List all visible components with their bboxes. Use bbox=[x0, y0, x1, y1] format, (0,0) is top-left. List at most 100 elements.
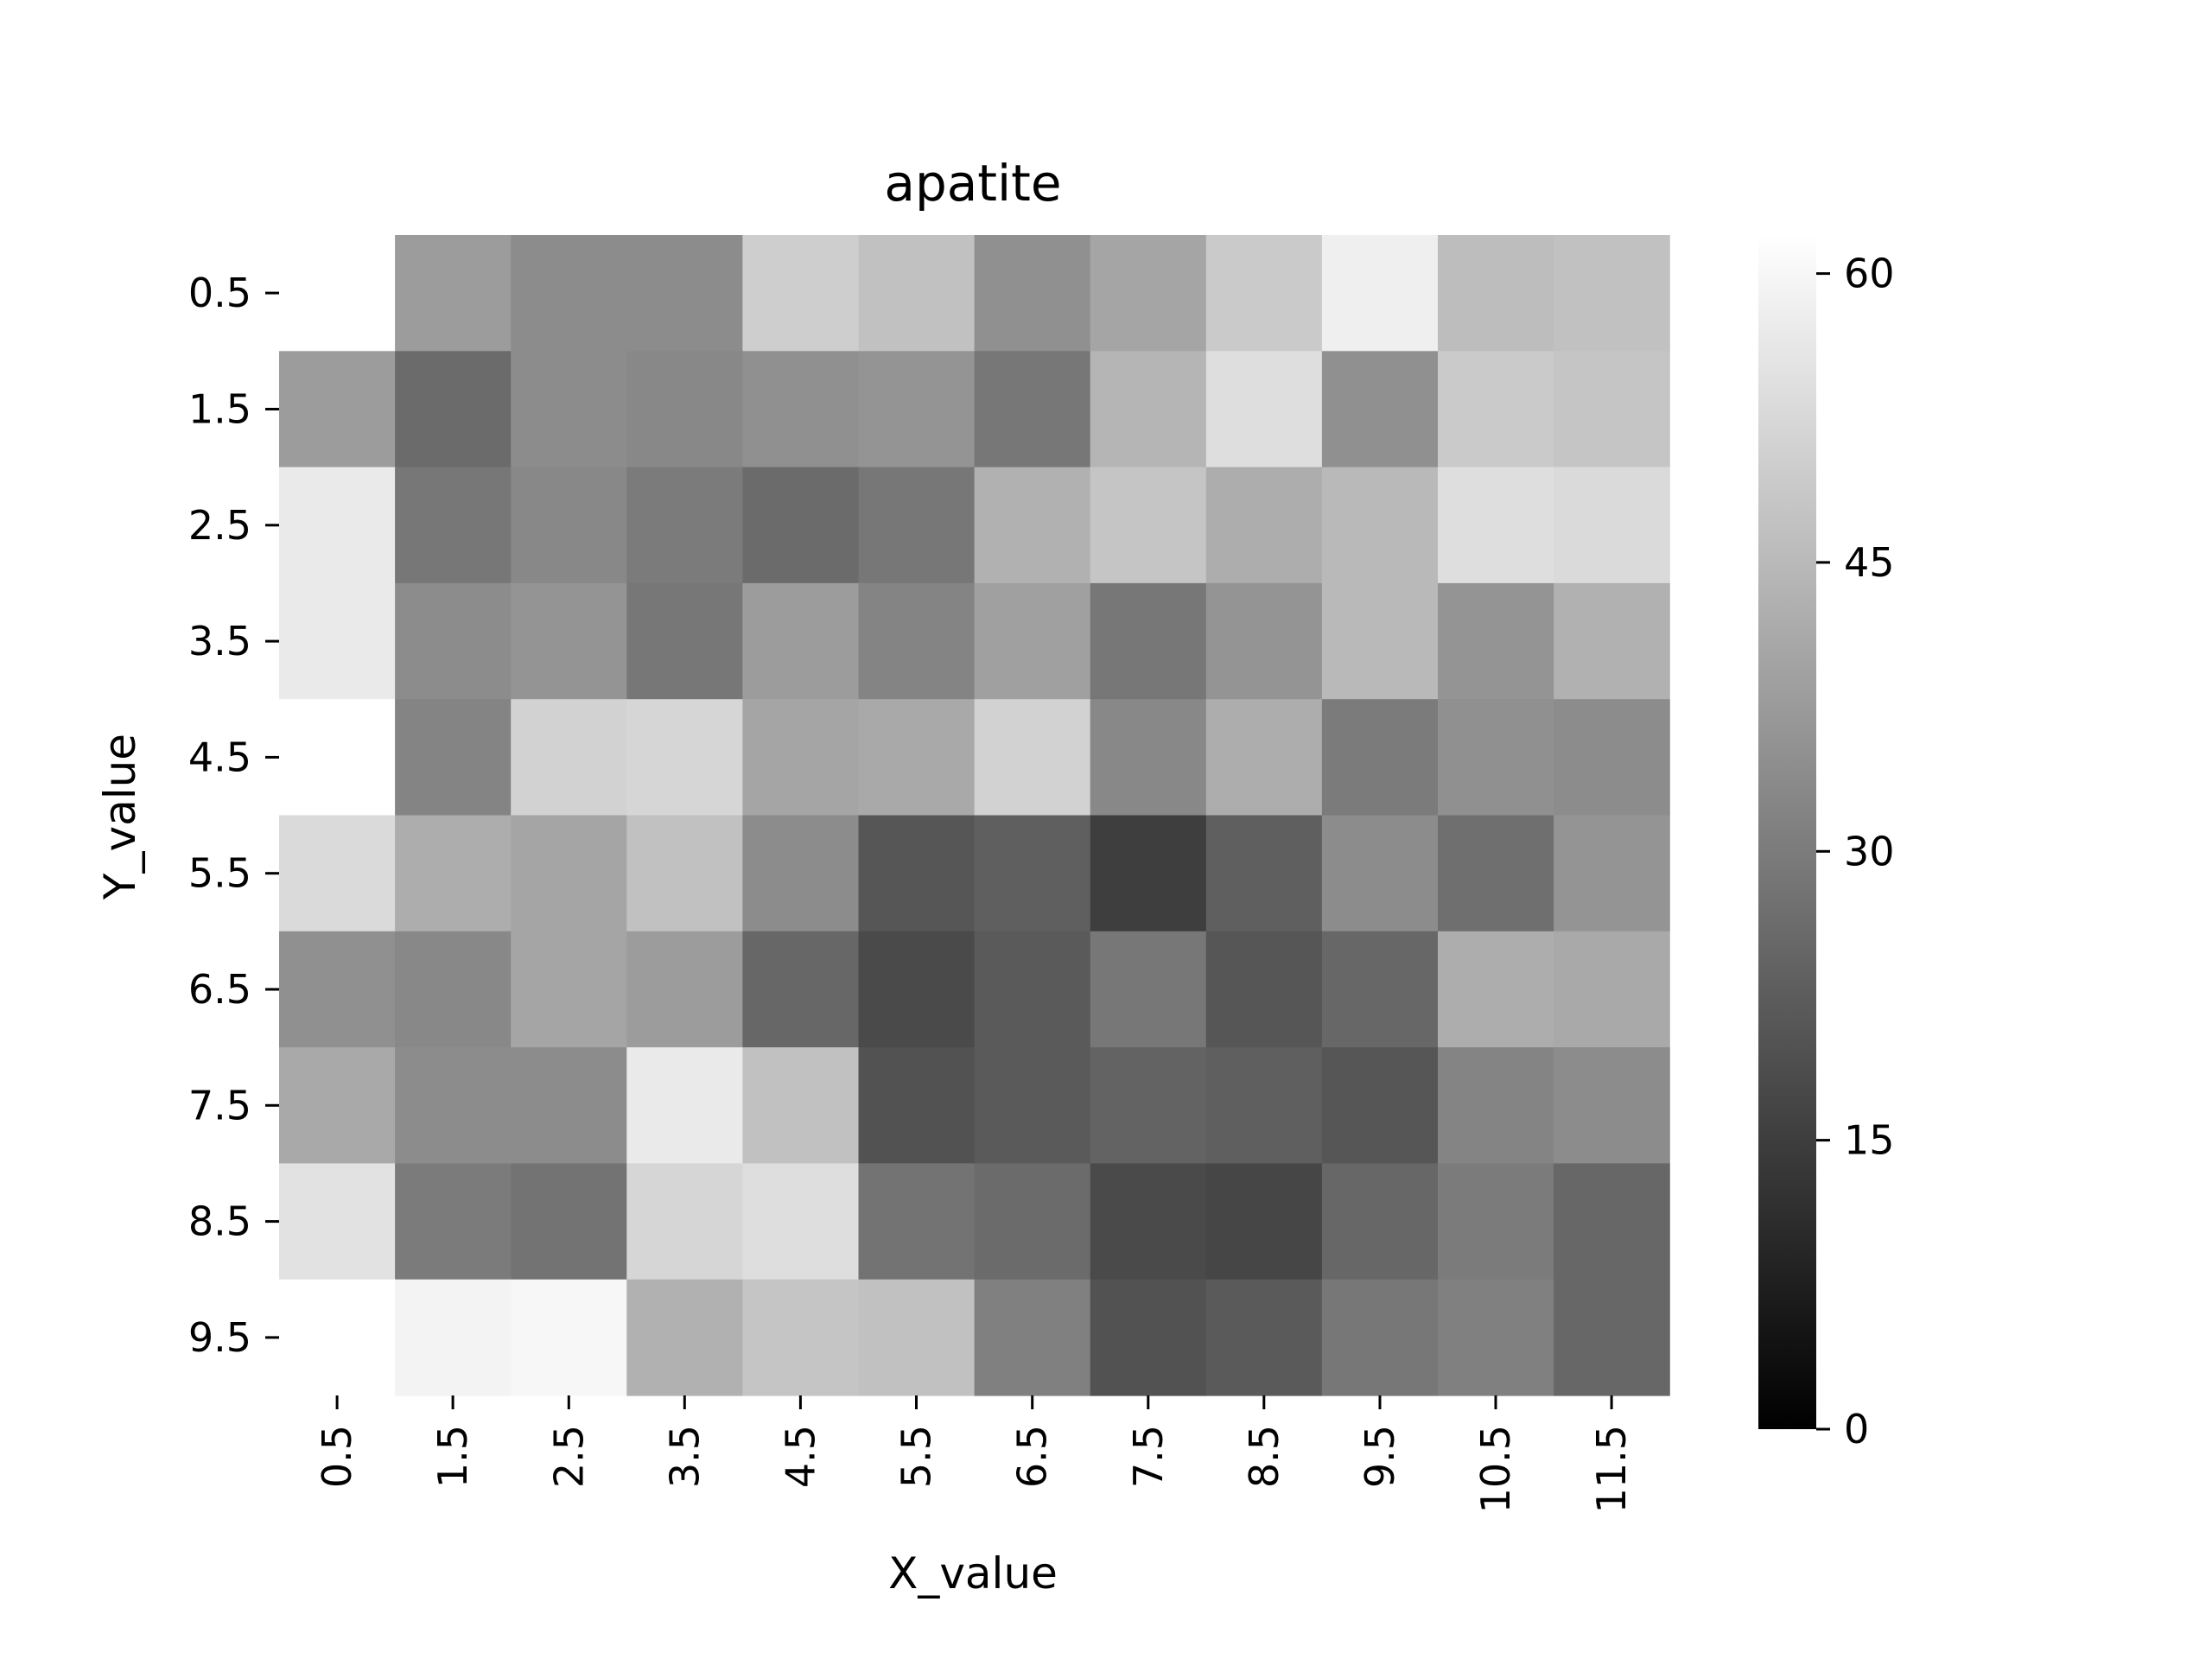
heatmap-cell-r5-c5 bbox=[858, 815, 976, 932]
heatmap-cell-r4-c3 bbox=[626, 699, 743, 817]
heatmap-cell-r4-c4 bbox=[742, 699, 860, 817]
heatmap-cell-r3-c4 bbox=[742, 582, 860, 700]
heatmap-cell-r5-c3 bbox=[626, 815, 743, 932]
heatmap-cell-r1-c1 bbox=[395, 351, 512, 468]
heatmap-cell-r9-c9 bbox=[1321, 1279, 1439, 1396]
x-axis-label: X_value bbox=[888, 1548, 1058, 1599]
heatmap-cell-r0-c10 bbox=[1438, 235, 1554, 352]
heatmap-cell-r8-c0 bbox=[279, 1163, 396, 1281]
x-tick-label: 6.5 bbox=[1009, 1425, 1056, 1488]
heatmap-cell-r8-c10 bbox=[1438, 1163, 1554, 1281]
heatmap-cell-r0-c7 bbox=[1090, 235, 1207, 352]
heatmap-cell-r6-c11 bbox=[1554, 931, 1670, 1048]
heatmap-cell-r7-c2 bbox=[511, 1047, 627, 1164]
heatmap-cell-r2-c2 bbox=[511, 467, 627, 584]
heatmap-cell-r7-c1 bbox=[395, 1047, 512, 1164]
heatmap-cell-r2-c7 bbox=[1090, 467, 1207, 584]
y-tick-label: 3.5 bbox=[188, 618, 251, 664]
colorbar-tick-label: 60 bbox=[1844, 251, 1895, 297]
heatmap-cell-r7-c3 bbox=[626, 1047, 743, 1164]
heatmap-cell-r4-c8 bbox=[1205, 699, 1323, 817]
heatmap-cell-r6-c7 bbox=[1090, 931, 1207, 1048]
heatmap-cell-r9-c5 bbox=[858, 1279, 976, 1396]
heatmap-cell-r3-c5 bbox=[858, 582, 976, 700]
heatmap-cell-r4-c7 bbox=[1090, 699, 1207, 817]
heatmap-cell-r1-c4 bbox=[742, 351, 860, 468]
heatmap-cell-r8-c11 bbox=[1554, 1163, 1670, 1281]
heatmap-cell-r9-c3 bbox=[626, 1279, 743, 1396]
heatmap-cell-r8-c4 bbox=[742, 1163, 860, 1281]
heatmap-cell-r0-c0 bbox=[279, 235, 396, 352]
y-tick-label: 8.5 bbox=[188, 1198, 251, 1245]
heatmap-cell-r5-c4 bbox=[742, 815, 860, 932]
chart-title: apatite bbox=[884, 154, 1061, 213]
heatmap-cell-r0-c3 bbox=[626, 235, 743, 352]
heatmap-cell-r0-c1 bbox=[395, 235, 512, 352]
colorbar-gradient bbox=[1758, 235, 1816, 1429]
heatmap-cell-r7-c11 bbox=[1554, 1047, 1670, 1164]
heatmap-cell-r8-c1 bbox=[395, 1163, 512, 1281]
colorbar-tick-label: 0 bbox=[1844, 1406, 1869, 1452]
heatmap-cell-r8-c3 bbox=[626, 1163, 743, 1281]
heatmap-cell-r4-c11 bbox=[1554, 699, 1670, 817]
heatmap-cell-r3-c11 bbox=[1554, 582, 1670, 700]
heatmap-cell-r3-c9 bbox=[1321, 582, 1439, 700]
heatmap-cell-r4-c1 bbox=[395, 699, 512, 817]
heatmap-cell-r0-c2 bbox=[511, 235, 627, 352]
heatmap-cell-r4-c9 bbox=[1321, 699, 1439, 817]
x-tick-label: 10.5 bbox=[1472, 1425, 1519, 1513]
heatmap-cell-r3-c10 bbox=[1438, 582, 1554, 700]
y-tick-label: 0.5 bbox=[188, 270, 251, 316]
heatmap-cell-r4-c10 bbox=[1438, 699, 1554, 817]
y-tick-label: 9.5 bbox=[188, 1314, 251, 1361]
heatmap-cell-r9-c4 bbox=[742, 1279, 860, 1396]
x-tick-label: 3.5 bbox=[661, 1425, 708, 1488]
heatmap-cell-r9-c0 bbox=[279, 1279, 396, 1396]
heatmap-cell-r6-c4 bbox=[742, 931, 860, 1048]
x-tick-label: 8.5 bbox=[1241, 1425, 1287, 1488]
heatmap-cell-r8-c5 bbox=[858, 1163, 976, 1281]
y-tick-label: 5.5 bbox=[188, 850, 251, 897]
colorbar: 0 15 30 45 60 bbox=[1758, 235, 1895, 1452]
y-tick-label: 7.5 bbox=[188, 1082, 251, 1128]
heatmap-cell-r9-c1 bbox=[395, 1279, 512, 1396]
heatmap-cell-r5-c2 bbox=[511, 815, 627, 932]
heatmap-cell-r2-c9 bbox=[1321, 467, 1439, 584]
heatmap-cell-r8-c7 bbox=[1090, 1163, 1207, 1281]
heatmap-cell-r4-c6 bbox=[974, 699, 1091, 817]
x-tick-label: 11.5 bbox=[1588, 1425, 1635, 1513]
x-tick-label: 0.5 bbox=[314, 1425, 360, 1488]
heatmap-cell-r6-c1 bbox=[395, 931, 512, 1048]
colorbar-tick-label: 15 bbox=[1844, 1117, 1895, 1164]
heatmap-cell-r7-c4 bbox=[742, 1047, 860, 1164]
y-tick-label: 2.5 bbox=[188, 502, 251, 549]
heatmap-cell-r8-c6 bbox=[974, 1163, 1091, 1281]
heatmap-cell-r2-c4 bbox=[742, 467, 860, 584]
heatmap-cell-r2-c3 bbox=[626, 467, 743, 584]
heatmap-cell-r9-c10 bbox=[1438, 1279, 1554, 1396]
y-axis-label: Y_value bbox=[95, 734, 145, 900]
heatmap-cell-r1-c9 bbox=[1321, 351, 1439, 468]
heatmap-cell-r1-c5 bbox=[858, 351, 976, 468]
y-tick-label: 1.5 bbox=[188, 386, 251, 433]
heatmap-cell-r3-c3 bbox=[626, 582, 743, 700]
heatmap-cell-r5-c9 bbox=[1321, 815, 1439, 932]
heatmap-cell-r8-c9 bbox=[1321, 1163, 1439, 1281]
y-tick-label: 4.5 bbox=[188, 734, 251, 780]
heatmap-cell-r1-c6 bbox=[974, 351, 1091, 468]
heatmap-cell-r8-c8 bbox=[1205, 1163, 1323, 1281]
x-tick-label: 5.5 bbox=[893, 1425, 940, 1488]
heatmap-cell-r3-c7 bbox=[1090, 582, 1207, 700]
heatmap-cell-r6-c6 bbox=[974, 931, 1091, 1048]
heatmap-cell-r7-c5 bbox=[858, 1047, 976, 1164]
heatmap-cell-r2-c6 bbox=[974, 467, 1091, 584]
x-tick-label: 4.5 bbox=[777, 1425, 823, 1488]
heatmap-cell-r2-c10 bbox=[1438, 467, 1554, 584]
heatmap-cell-r9-c8 bbox=[1205, 1279, 1323, 1396]
heatmap-cell-r7-c9 bbox=[1321, 1047, 1439, 1164]
y-axis: 0.5 1.5 2.5 3.5 4.5 5.5 6.5 7.5 8.5 9.5 bbox=[188, 270, 279, 1361]
heatmap-cell-r6-c10 bbox=[1438, 931, 1554, 1048]
heatmap-cell-r6-c2 bbox=[511, 931, 627, 1048]
heatmap-cell-r7-c10 bbox=[1438, 1047, 1554, 1164]
